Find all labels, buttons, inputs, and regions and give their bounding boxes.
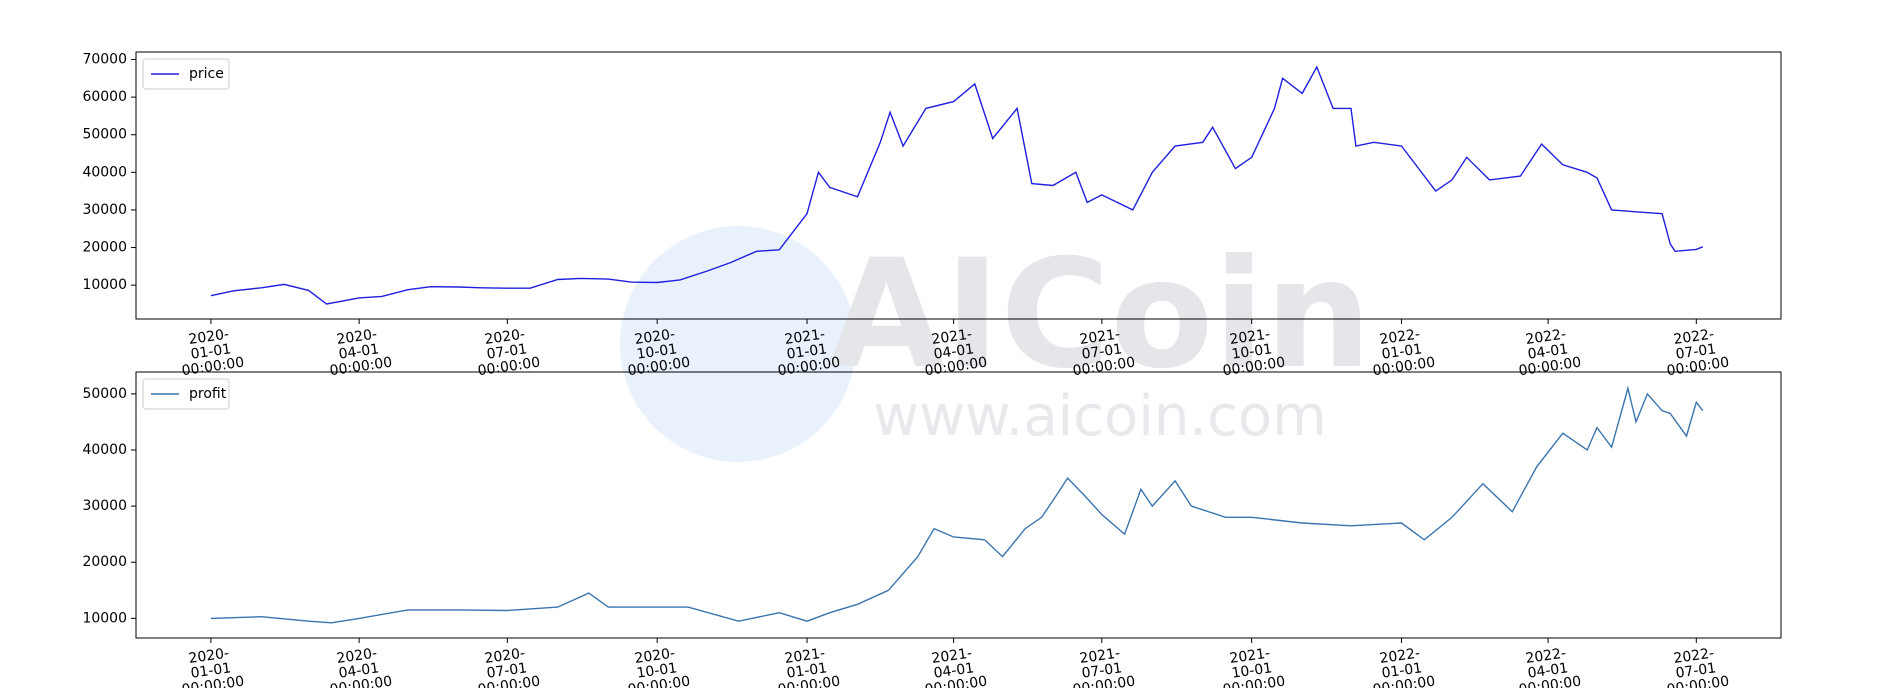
x-tick-label: 2020-07-01 00:00:00 (477, 326, 542, 380)
legend: profit (142, 378, 230, 410)
x-tick-label: 2021-07-01 00:00:00 (1071, 326, 1137, 380)
y-tick-label: 50000 (82, 127, 127, 143)
legend-box (142, 58, 230, 90)
line-series (210, 385, 1704, 624)
x-tick-label: 2021-10-01 00:00:00 (1221, 645, 1286, 688)
x-tick-label: 2022-01-01 00:00:00 (1371, 326, 1436, 380)
x-tick-label: 2020-04-01 00:00:00 (328, 326, 394, 380)
x-tick-label: 2021-07-01 00:00:00 (1071, 645, 1137, 688)
y-tick-label: 60000 (82, 89, 127, 105)
y-tick-label: 40000 (82, 164, 127, 180)
axes-frame (135, 51, 1782, 320)
x-tick-label: 2022-04-01 00:00:00 (1517, 645, 1583, 688)
x-tick-label: 2020-01-01 00:00:00 (180, 326, 246, 380)
x-tick-label: 2021-04-01 00:00:00 (923, 326, 988, 380)
y-tick-label: 30000 (82, 202, 127, 218)
y-tick-label: 70000 (82, 52, 127, 68)
x-tick-label: 2021-01-01 00:00:00 (776, 645, 842, 688)
legend: price (142, 58, 230, 90)
legend-label: price (189, 66, 224, 82)
x-tick-label: 2020-10-01 00:00:00 (626, 326, 692, 380)
x-tick-label: 2020-01-01 00:00:00 (180, 645, 246, 688)
y-tick-label: 10000 (82, 277, 127, 293)
x-tick-label: 2020-07-01 00:00:00 (477, 645, 542, 688)
watermark-logo (620, 226, 856, 462)
y-tick-label: 30000 (82, 498, 127, 514)
x-tick-label: 2022-07-01 00:00:00 (1666, 326, 1731, 380)
x-tick-label: 2021-04-01 00:00:00 (923, 645, 988, 688)
x-tick-label: 2020-10-01 00:00:00 (626, 645, 692, 688)
legend-box (142, 378, 230, 410)
x-tick-label: 2022-01-01 00:00:00 (1371, 645, 1436, 688)
x-tick-label: 2022-04-01 00:00:00 (1517, 326, 1583, 380)
axes-frame (135, 371, 1782, 639)
watermark: AICoin www.aicoin.com (620, 226, 1372, 462)
y-tick-label: 20000 (82, 554, 127, 570)
x-tick-label: 2022-07-01 00:00:00 (1666, 645, 1731, 688)
y-tick-label: 50000 (82, 386, 127, 402)
y-tick-label: 40000 (82, 442, 127, 458)
line-series (210, 65, 1704, 305)
x-tick-label: 2021-01-01 00:00:00 (776, 326, 842, 380)
x-tick-label: 2021-10-01 00:00:00 (1221, 326, 1286, 380)
x-tick-label: 2020-04-01 00:00:00 (328, 645, 394, 688)
watermark-brand: AICoin (828, 228, 1371, 402)
y-tick-label: 20000 (82, 240, 127, 256)
y-tick-label: 10000 (82, 610, 127, 626)
watermark-url: www.aicoin.com (873, 384, 1326, 449)
legend-label: profit (189, 386, 227, 402)
